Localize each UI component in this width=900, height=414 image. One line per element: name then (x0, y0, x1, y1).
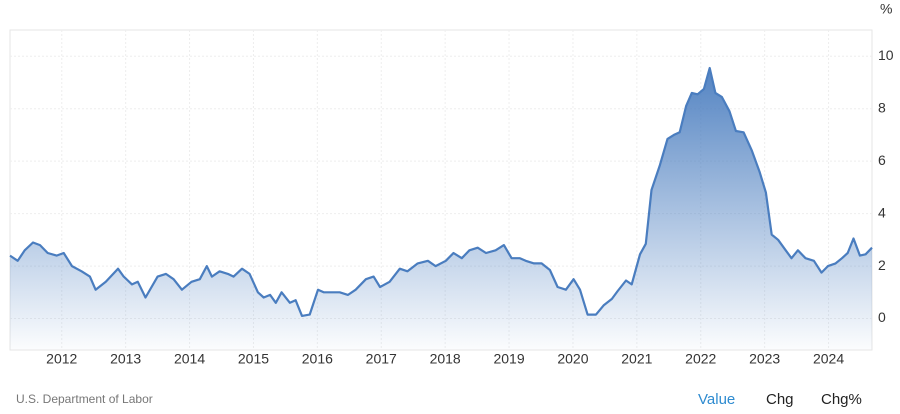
line (9, 66, 873, 317)
x-tick-label: 2023 (749, 351, 780, 367)
x-tick-label: 2021 (621, 351, 652, 367)
y-tick-label: 8 (878, 99, 886, 115)
area-fill (10, 68, 872, 350)
y-tick-label: 6 (878, 152, 886, 168)
source: U.S. Department of Labor (16, 392, 153, 406)
y-tick-label: 0 (878, 309, 886, 325)
x-tick-label: 2014 (174, 351, 205, 367)
tab-chg[interactable]: Chg (766, 391, 794, 408)
x-tick-label: 2020 (557, 351, 588, 367)
x-tick-label: 2012 (46, 351, 77, 367)
x-tick-label: 2013 (110, 351, 141, 367)
x-tick-label: 2015 (238, 351, 269, 367)
x-tick-label: 2022 (685, 351, 716, 367)
x-tick-label: 2024 (813, 351, 844, 367)
x-tick-label: 2016 (302, 351, 333, 367)
tab-chg-pct[interactable]: Chg% (821, 391, 862, 408)
tab-value[interactable]: Value (698, 391, 735, 408)
x-tick-label: 2018 (430, 351, 461, 367)
y-tick-label: 2 (878, 257, 886, 273)
x-tick-label: 2017 (366, 351, 397, 367)
x-tick-label: 2019 (493, 351, 524, 367)
y-axis-unit: % (880, 1, 892, 17)
y-tick-label: 4 (878, 204, 886, 220)
plot-frame (9, 29, 873, 351)
y-tick-label: 10 (878, 47, 894, 63)
